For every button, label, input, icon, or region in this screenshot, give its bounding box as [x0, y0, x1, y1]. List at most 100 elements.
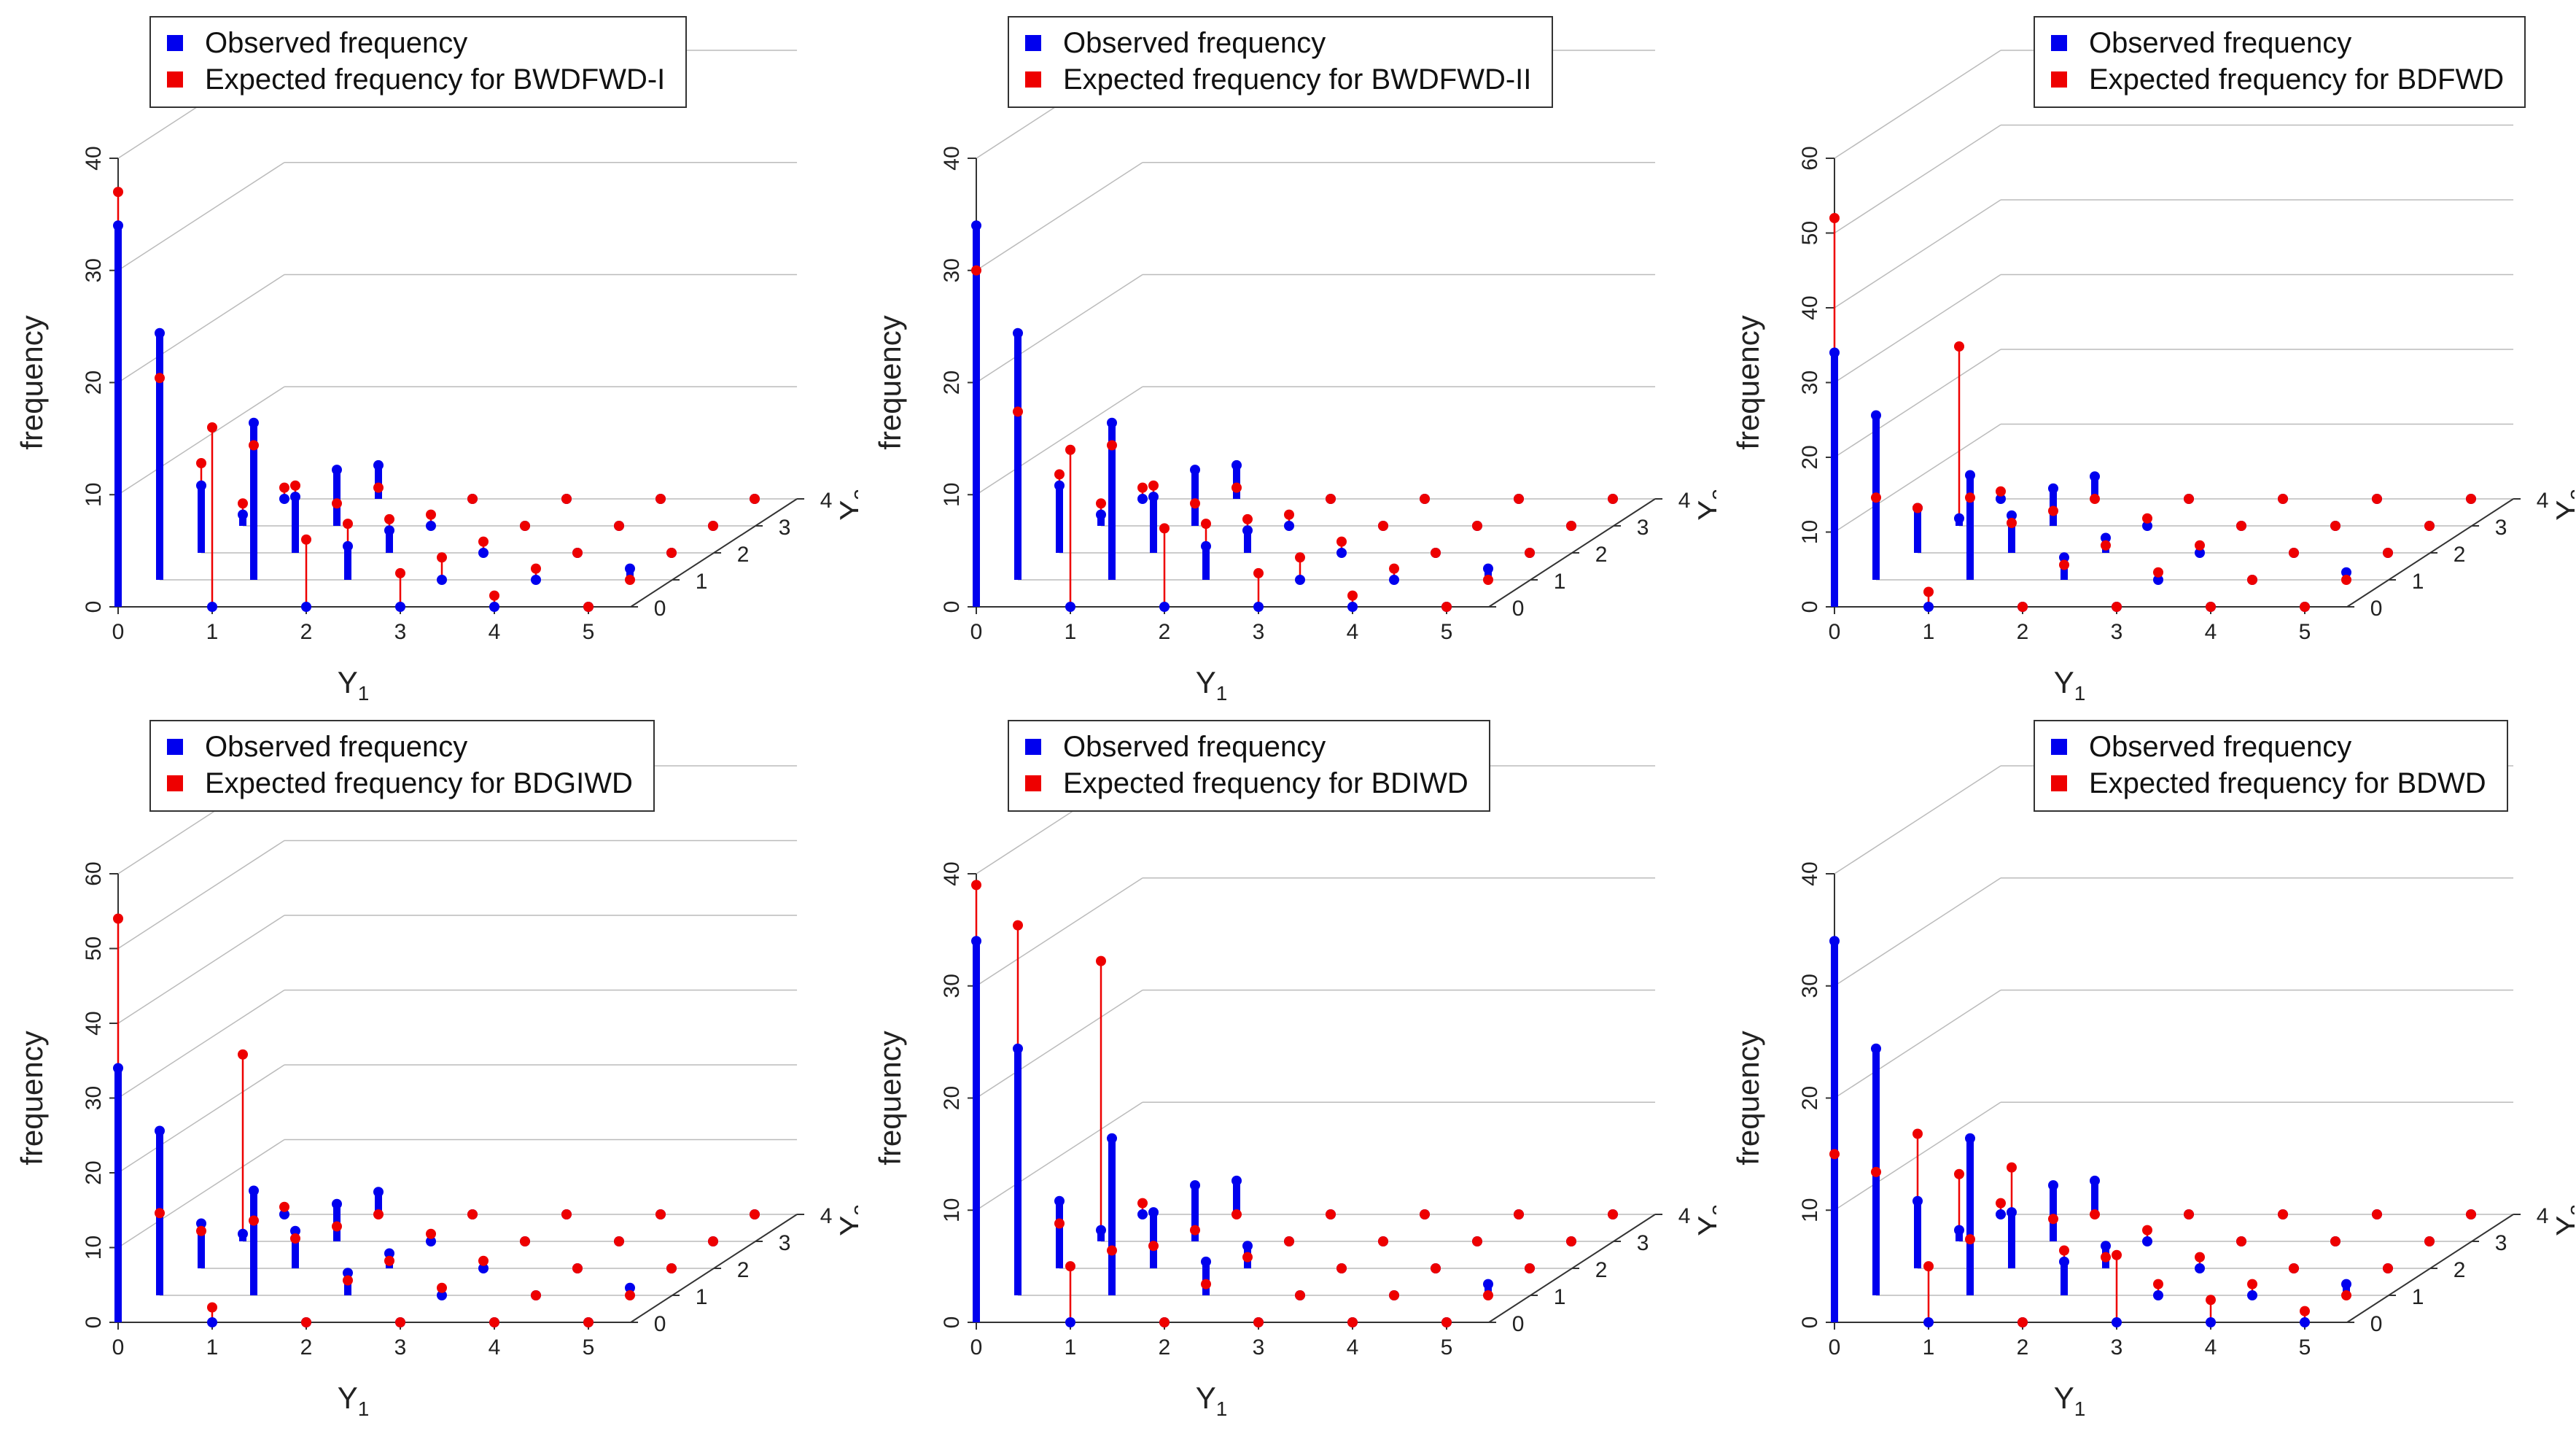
observed-point: [1389, 575, 1399, 585]
x-axis-title: Y1: [338, 665, 370, 705]
z-tick-label: 50: [82, 936, 106, 961]
observed-point: [1965, 470, 1975, 481]
z-tick-label: 20: [940, 1086, 964, 1110]
expected-point: [489, 1317, 499, 1327]
expected-point: [1065, 1261, 1075, 1272]
z-tick-label: 20: [82, 1160, 106, 1184]
expected-point: [2048, 1214, 2058, 1225]
z-tick-label: 0: [1798, 1316, 1822, 1329]
expected-point: [750, 1209, 760, 1219]
observed-point: [2007, 1207, 2017, 1218]
observed-point: [279, 1209, 289, 1219]
expected-point: [2289, 548, 2299, 558]
observed-point: [1231, 459, 1242, 470]
x-tick-label: 4: [2205, 1335, 2217, 1360]
expected-point: [384, 1255, 394, 1266]
y-axis-title: Y2: [1692, 1204, 1716, 1236]
observed-point: [395, 602, 405, 612]
expected-point: [373, 482, 384, 493]
expected-point: [655, 1209, 666, 1219]
y-tick-label: 2: [737, 543, 750, 567]
expected-point: [343, 1275, 353, 1286]
expected-point: [1159, 523, 1170, 534]
y-tick-label: 0: [654, 597, 666, 621]
observed-point: [2341, 1279, 2351, 1290]
y-tick-label: 1: [696, 1285, 708, 1309]
z-tick-label: 10: [1798, 520, 1822, 544]
legend-swatch: [2051, 739, 2067, 755]
y-tick-label: 4: [820, 489, 833, 513]
observed-point: [1159, 602, 1170, 612]
legend-swatch: [167, 775, 183, 791]
expected-point: [1566, 1236, 1576, 1246]
observed-point: [1829, 347, 1840, 358]
z-tick-label: 40: [940, 861, 964, 885]
legend-swatch: [167, 35, 183, 51]
expected-point: [1608, 494, 1618, 504]
legend-entry-observed: Observed frequency: [167, 25, 665, 61]
expected-point: [1295, 552, 1305, 563]
expected-point: [1923, 1261, 1934, 1272]
x-tick-label: 4: [489, 620, 501, 644]
side-gridline: [976, 877, 1143, 987]
observed-point: [1231, 1175, 1242, 1186]
expected-point: [2278, 1209, 2288, 1219]
expected-point: [708, 1236, 718, 1246]
expected-point: [1912, 1128, 1923, 1139]
expected-point: [614, 1236, 624, 1246]
x-tick-label: 1: [206, 620, 219, 644]
expected-point: [1148, 1241, 1159, 1252]
expected-point: [249, 1215, 259, 1226]
chart-legend: Observed frequency Expected frequency for…: [2034, 16, 2526, 108]
expected-point: [1107, 1245, 1117, 1256]
expected-point: [279, 1201, 289, 1212]
expected-point: [1096, 498, 1106, 509]
observed-point: [1996, 494, 2006, 504]
expected-point: [1295, 1290, 1305, 1300]
observed-point: [1107, 417, 1117, 428]
observed-point: [1871, 1043, 1881, 1054]
z-tick-label: 0: [82, 1316, 106, 1329]
expected-point: [655, 494, 666, 504]
expected-point: [2341, 575, 2351, 585]
expected-point: [343, 519, 353, 530]
expected-point: [1242, 513, 1253, 524]
observed-point: [332, 1198, 342, 1209]
x-tick-label: 2: [300, 1335, 313, 1360]
expected-point: [1336, 536, 1347, 547]
expected-point: [2300, 1306, 2310, 1316]
expected-point: [971, 265, 981, 276]
z-tick-label: 40: [82, 1011, 106, 1035]
expected-point: [2330, 1236, 2340, 1246]
expected-point: [249, 440, 259, 451]
observed-point: [279, 494, 289, 504]
legend-label: Expected frequency for BDFWD: [2089, 63, 2505, 96]
observed-point: [437, 575, 447, 585]
side-gridline: [117, 162, 285, 271]
expected-point: [2383, 548, 2393, 558]
observed-point: [2300, 1317, 2310, 1327]
expected-point: [1965, 1234, 1975, 1245]
x-tick-label: 5: [1441, 620, 1453, 644]
expected-point: [561, 1209, 572, 1219]
side-gridline: [1834, 50, 2001, 159]
y-tick-label: 2: [2454, 1258, 2466, 1282]
expected-point: [2153, 1279, 2163, 1290]
z-tick-label: 30: [1798, 974, 1822, 998]
observed-point: [1201, 1256, 1211, 1267]
observed-point: [1201, 540, 1211, 551]
expected-point: [155, 373, 165, 384]
expected-point: [1190, 1225, 1200, 1236]
y-axis-title: Y2: [833, 1204, 858, 1236]
side-gridline: [1834, 349, 2001, 458]
observed-point: [384, 525, 394, 536]
side-gridline: [1834, 765, 2001, 874]
expected-point: [2466, 494, 2476, 504]
expected-point: [1284, 509, 1294, 520]
expected-point: [1954, 341, 1964, 352]
z-tick-label: 30: [1798, 371, 1822, 395]
observed-point: [238, 509, 248, 520]
expected-point: [155, 1208, 165, 1219]
expected-point: [583, 602, 594, 612]
observed-point: [384, 1248, 394, 1259]
